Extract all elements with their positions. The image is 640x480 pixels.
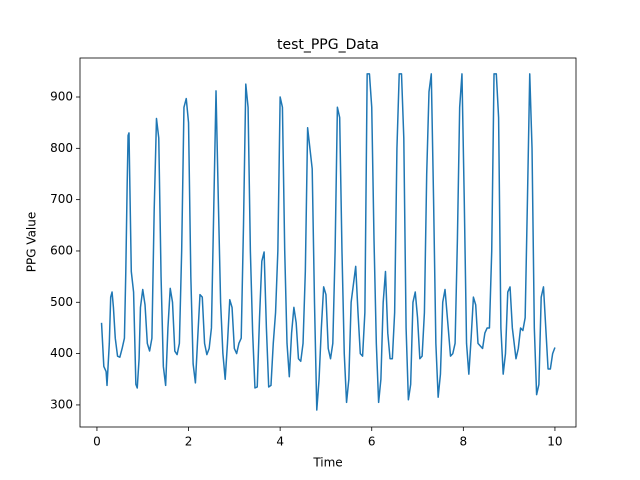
x-tick-label: 6 xyxy=(368,435,376,449)
x-tick-label: 4 xyxy=(276,435,284,449)
y-tick-label: 900 xyxy=(50,90,73,104)
axes-frame xyxy=(79,57,577,428)
y-axis-label: PPG Value xyxy=(25,212,39,273)
x-tick-label: 10 xyxy=(547,435,562,449)
data-line xyxy=(100,73,556,411)
y-tick-label: 400 xyxy=(50,346,73,360)
y-tick-label: 500 xyxy=(50,295,73,309)
plot-area: 0 2 4 6 8 10 300 400 500 600 700 800 900 xyxy=(50,73,563,449)
y-tick-label: 800 xyxy=(50,141,73,155)
chart-title: test_PPG_Data xyxy=(277,37,379,53)
y-tick-label: 700 xyxy=(50,192,73,206)
x-axis-label: Time xyxy=(312,456,342,470)
x-tick-label: 8 xyxy=(460,435,468,449)
y-tick-label: 300 xyxy=(50,397,73,411)
x-tick-label: 0 xyxy=(93,435,101,449)
x-tick-label: 2 xyxy=(185,435,193,449)
y-tick-label: 600 xyxy=(50,243,73,257)
